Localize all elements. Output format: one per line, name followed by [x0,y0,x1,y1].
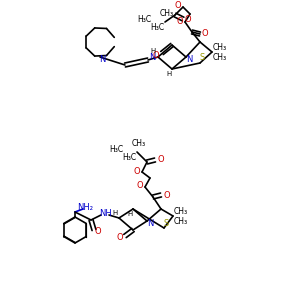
Text: CH₃: CH₃ [132,140,146,148]
Text: O: O [137,182,143,190]
Text: N: N [99,56,105,64]
Text: O: O [117,233,123,242]
Text: O: O [202,28,208,38]
Text: H: H [150,48,156,54]
Text: NH: NH [100,208,112,217]
Text: S: S [200,53,205,62]
Text: H: H [167,71,172,77]
Text: O: O [177,16,183,26]
Text: H₃C: H₃C [137,14,151,23]
Text: O: O [95,227,101,236]
Text: NH₂: NH₂ [77,202,93,211]
Text: N: N [186,55,192,64]
Text: CH₃: CH₃ [213,52,227,62]
Text: N: N [147,218,153,227]
Text: O: O [134,167,140,176]
Text: O: O [185,14,191,23]
Text: CH₃: CH₃ [174,206,188,215]
Text: O: O [175,2,181,10]
Text: H₃C: H₃C [109,145,123,154]
Text: H₃C: H₃C [122,152,136,161]
Text: CH₃: CH₃ [213,43,227,52]
Text: CH₃: CH₃ [174,217,188,226]
Text: S: S [164,218,169,227]
Text: H: H [128,211,133,217]
Text: O: O [164,190,170,200]
Text: N: N [149,53,155,62]
Text: H₃C: H₃C [150,22,164,32]
Text: O: O [153,50,159,59]
Text: H: H [112,210,118,216]
Text: CH₃: CH₃ [160,10,174,19]
Text: O: O [158,155,164,164]
